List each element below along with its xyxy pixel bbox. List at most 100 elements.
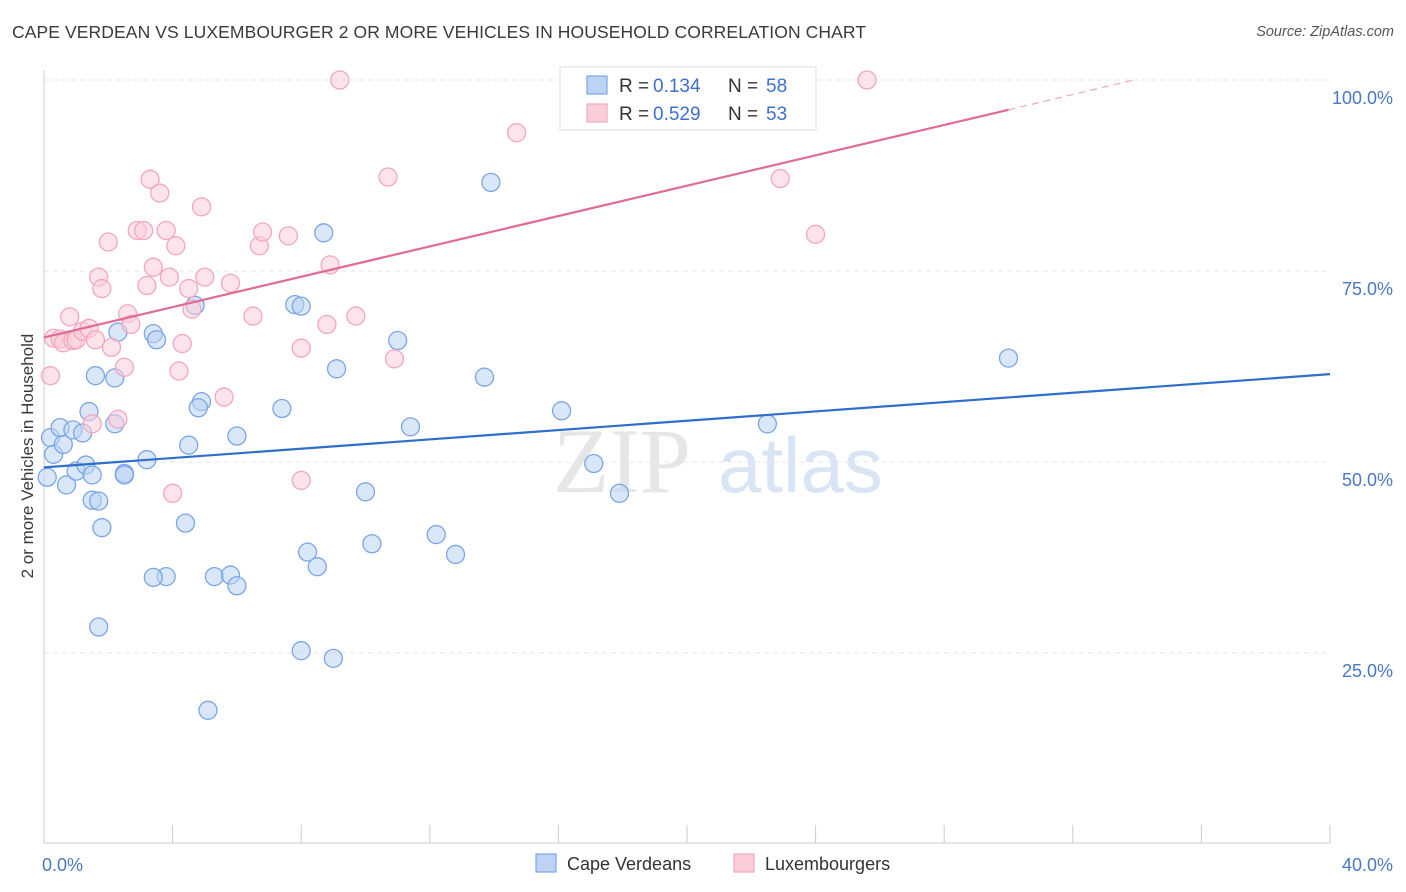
data-point [150, 183, 170, 203]
data-point [134, 220, 154, 241]
y-tick-label: 75.0% [1342, 279, 1393, 299]
y-axis-label: 2 or more Vehicles in Household [18, 334, 37, 579]
trend-line [43, 108, 1009, 339]
data-point [584, 453, 604, 474]
data-point [162, 483, 183, 503]
data-point [481, 172, 501, 193]
data-point [291, 641, 311, 661]
data-point [317, 314, 337, 335]
legend-r-value-2: 0.529 [653, 104, 701, 125]
data-point [297, 542, 318, 562]
data-point [272, 398, 292, 419]
y-tick-label: 50.0% [1342, 470, 1393, 490]
data-point [85, 330, 106, 350]
data-point [92, 278, 112, 299]
watermark: ZIP atlas [553, 410, 883, 512]
chart-title: CAPE VERDEAN VS LUXEMBOURGER 2 OR MORE V… [12, 22, 867, 42]
data-point [214, 387, 234, 407]
data-point [146, 330, 167, 350]
data-point [227, 576, 247, 596]
data-point [40, 366, 61, 386]
data-point [169, 361, 189, 381]
data-point [291, 338, 311, 358]
data-point [195, 267, 215, 287]
bottom-legend-label-cape-verdeans: Cape Verdeans [567, 854, 691, 874]
data-point [140, 169, 160, 189]
y-tick-label: 100.0% [1332, 88, 1393, 108]
data-point [98, 232, 118, 252]
legend-n-label-2: N = [728, 104, 758, 125]
data-point [307, 557, 327, 577]
axes [43, 70, 1331, 844]
data-point [172, 333, 192, 354]
data-point [143, 567, 163, 588]
legend-r-label-2: R = [619, 104, 649, 125]
legend-swatch-luxembourgers [586, 103, 608, 123]
data-point [426, 524, 446, 545]
bottom-legend-label-luxembourgers: Luxembourgers [765, 854, 890, 874]
legend-n-label-1: N = [728, 76, 758, 97]
data-point [89, 491, 109, 511]
data-point [384, 349, 405, 369]
data-point [198, 700, 218, 720]
data-point [757, 414, 778, 434]
data-point [609, 483, 630, 503]
data-point [82, 465, 102, 485]
data-point [243, 306, 263, 326]
data-point [56, 475, 77, 495]
data-point [445, 544, 466, 565]
data-point [156, 220, 176, 241]
data-point [362, 534, 382, 554]
data-point [166, 236, 186, 256]
data-point [770, 168, 790, 189]
data-point [191, 197, 212, 217]
data-point [474, 367, 495, 387]
x-tick-min: 0.0% [42, 855, 83, 875]
data-point [314, 223, 334, 243]
legend-r-label-1: R = [619, 76, 649, 97]
data-point [506, 123, 527, 143]
data-point [82, 414, 102, 434]
bottom-legend-swatch-luxembourgers [733, 853, 755, 873]
grid-lines: 25.0% 50.0% 75.0% 100.0% [44, 79, 1393, 681]
data-point [92, 518, 112, 538]
data-point [108, 409, 128, 429]
bottom-legend-swatch-cape-verdeans [535, 853, 557, 873]
y-tick-label: 25.0% [1342, 661, 1393, 681]
data-point [378, 167, 398, 187]
trend-line [43, 373, 1331, 469]
data-point [551, 401, 572, 421]
data-point [143, 257, 163, 277]
x-tick-max: 40.0% [1342, 855, 1393, 875]
legend-swatch-cape-verdeans [586, 75, 608, 95]
data-point [346, 306, 366, 326]
legend-top: R = 0.134 N = 58 R = 0.529 N = 53 [559, 66, 817, 131]
data-point [121, 314, 141, 335]
data-point [114, 465, 135, 485]
data-points [37, 70, 1019, 720]
source-credit: Source: ZipAtlas.com [1256, 24, 1394, 40]
data-point [220, 273, 241, 293]
data-point [159, 267, 180, 287]
watermark-atlas: atlas [718, 421, 883, 509]
data-point [291, 296, 311, 316]
data-point [355, 482, 376, 502]
data-point [114, 357, 135, 377]
data-point [101, 337, 122, 358]
data-point [137, 275, 157, 296]
data-point [805, 224, 826, 244]
data-point [227, 426, 247, 446]
data-point [175, 513, 196, 533]
legend-bottom: Cape Verdeans Luxembourgers [535, 853, 890, 874]
data-point [326, 359, 347, 379]
legend-n-value-2: 53 [766, 104, 787, 125]
data-point [60, 307, 80, 327]
data-point [291, 470, 311, 490]
data-point [323, 648, 344, 668]
data-point [330, 70, 350, 90]
data-point [179, 278, 199, 299]
data-point [188, 398, 208, 418]
data-point [252, 222, 273, 242]
legend-r-value-1: 0.134 [653, 76, 701, 97]
